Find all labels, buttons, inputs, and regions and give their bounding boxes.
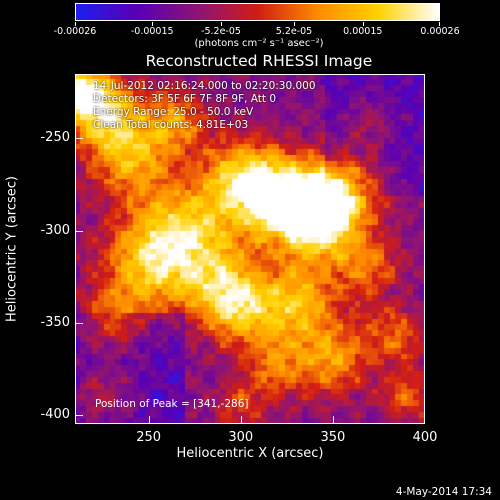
peak-position-label: Position of Peak = [341,-286] — [95, 398, 249, 410]
y-tick-label: -400 — [40, 406, 70, 422]
y-tick-label: -300 — [40, 222, 70, 238]
x-axis-label: Heliocentric X (arcsec) — [176, 446, 324, 461]
x-tick-mark — [240, 416, 242, 424]
colorbar-tick-label: -0.00026 — [53, 26, 97, 37]
colorbar-tick-label: 0.00015 — [343, 26, 383, 37]
colorbar-tick — [75, 22, 76, 26]
colorbar-tick-label: 0.00026 — [420, 26, 460, 37]
footer-date: 4-May-2014 17:34 — [395, 486, 492, 498]
y-tick-mark — [75, 138, 83, 140]
x-tick-label: 400 — [412, 430, 438, 445]
colorbar-tick — [221, 22, 222, 26]
annotation-detectors: Detectors: 3F 5F 6F 7F 8F 9F, Att 0 — [93, 93, 277, 105]
colorbar-tick — [294, 22, 295, 26]
colorbar-tick — [362, 22, 364, 26]
x-tick-label: 300 — [228, 430, 254, 445]
plot-title: Reconstructed RHESSI Image — [145, 52, 373, 70]
x-tick-mark — [148, 416, 150, 424]
annotation-energy-range: Energy Range: 25.0 - 50.0 keV — [93, 106, 254, 118]
y-tick-mark — [75, 230, 83, 232]
x-tick-label: 250 — [136, 430, 162, 445]
colorbar-tick — [152, 22, 154, 26]
colorbar — [75, 3, 440, 21]
annotation-time-range: 14-Jul-2012 02:16:24.000 to 02:20:30.000 — [93, 80, 316, 92]
y-axis-label: Heliocentric Y (arcsec) — [4, 176, 20, 322]
y-tick-mark — [75, 322, 83, 324]
y-tick-label: -250 — [40, 130, 70, 146]
x-tick-label: 350 — [320, 430, 346, 445]
heatmap-image — [75, 74, 425, 424]
colorbar-tick-label: -5.2e-05 — [201, 26, 241, 37]
x-tick-mark — [332, 416, 334, 424]
colorbar-tick-label: -0.00015 — [130, 26, 174, 37]
y-tick-mark — [75, 414, 83, 416]
colorbar-tick — [439, 22, 440, 26]
colorbar-tick-label: 5.2e-05 — [275, 26, 313, 37]
annotation-clean-counts: Clean Total counts: 4.81E+03 — [93, 119, 249, 131]
colorbar-units: (photons cm⁻² s⁻¹ asec⁻²) — [194, 38, 324, 49]
y-tick-label: -350 — [40, 314, 70, 330]
x-tick-mark — [424, 416, 425, 424]
